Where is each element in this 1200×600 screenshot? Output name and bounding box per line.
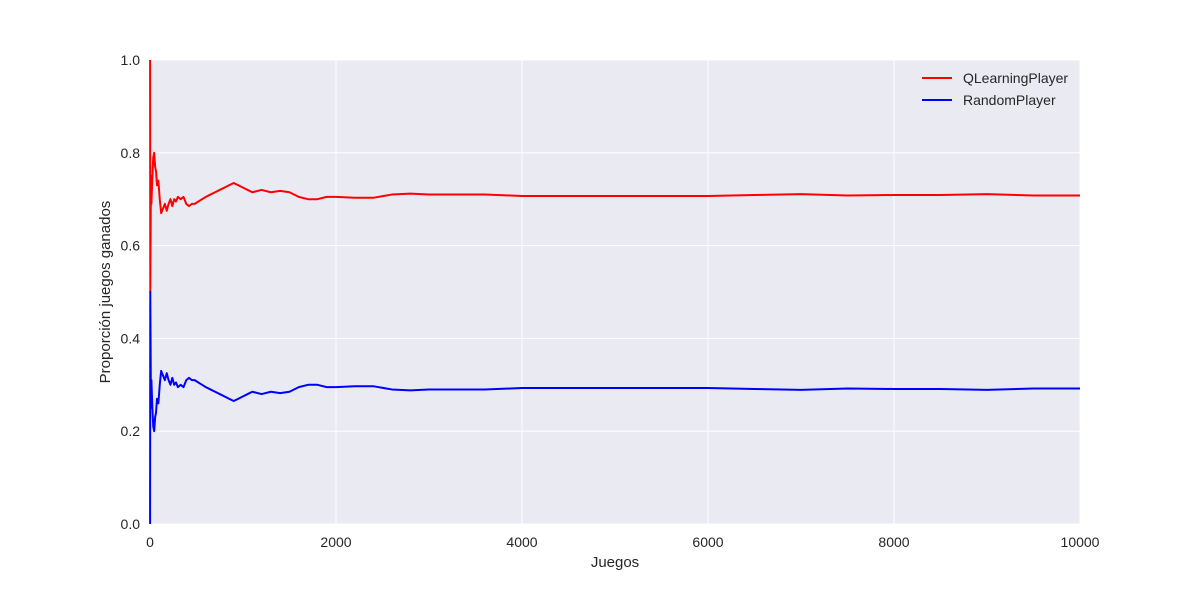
- x-tick-label: 6000: [692, 534, 723, 550]
- x-tick-label: 4000: [506, 534, 537, 550]
- x-tick-label: 0: [146, 534, 154, 550]
- y-tick-label: 0.0: [121, 516, 141, 532]
- y-tick-label: 0.8: [121, 145, 141, 161]
- series-line-qlearningplayer: [149, 59, 1080, 293]
- x-axis-label: Juegos: [591, 554, 639, 571]
- y-axis-label: Proporción juegos ganados: [97, 201, 114, 384]
- tick-labels: 0 2000 4000 6000 8000 10000 0.0 0.2 0.4 0.6 0.8 1.0: [121, 52, 1100, 550]
- legend-label-qlearningplayer: QLearningPlayer: [963, 70, 1068, 86]
- y-tick-label: 1.0: [121, 52, 141, 68]
- legend: QLearningPlayer RandomPlayer: [922, 70, 1068, 108]
- y-tick-label: 0.6: [121, 238, 141, 254]
- series-line-randomplayer: [149, 291, 1080, 525]
- plot-background: [150, 60, 1080, 524]
- legend-label-randomplayer: RandomPlayer: [963, 92, 1056, 108]
- x-tick-label: 10000: [1061, 534, 1100, 550]
- series-lines: [149, 59, 1080, 525]
- x-tick-label: 8000: [878, 534, 909, 550]
- x-tick-label: 2000: [320, 534, 351, 550]
- y-tick-label: 0.4: [121, 330, 141, 346]
- y-tick-label: 0.2: [121, 423, 141, 439]
- grid-lines: [149, 59, 1081, 525]
